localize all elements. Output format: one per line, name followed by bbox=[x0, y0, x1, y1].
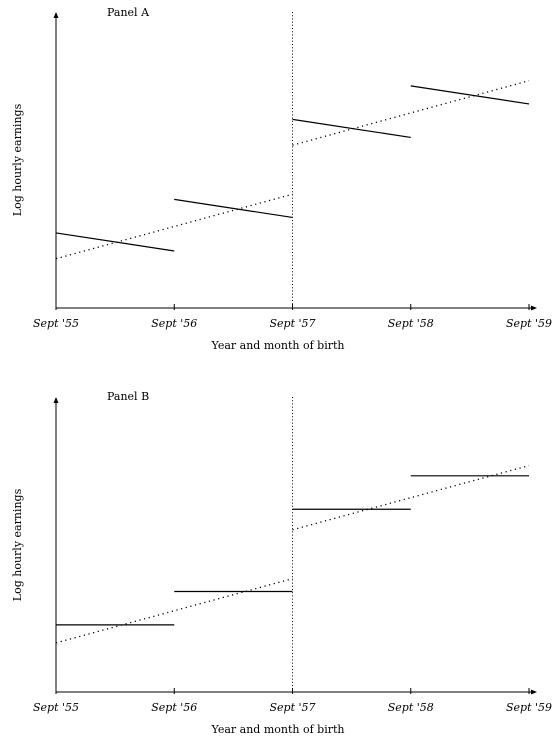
x-tick-label: Sept '59 bbox=[506, 317, 552, 330]
x-tick-label: Sept '55 bbox=[33, 317, 79, 330]
panel-title: Panel A bbox=[107, 6, 150, 19]
x-axis-arrow-icon bbox=[531, 305, 537, 311]
x-tick-label: Sept '57 bbox=[269, 701, 315, 714]
x-tick-label: Sept '58 bbox=[388, 701, 434, 714]
x-tick-label: Sept '57 bbox=[269, 317, 315, 330]
x-tick-label: Sept '56 bbox=[151, 701, 197, 714]
y-axis-title: Log hourly earnings bbox=[11, 488, 24, 601]
panel-title: Panel B bbox=[107, 390, 149, 403]
y-axis-title: Log hourly earnings bbox=[11, 103, 24, 216]
x-tick-label: Sept '55 bbox=[33, 701, 79, 714]
y-axis-arrow-icon bbox=[53, 397, 59, 403]
earnings-segment bbox=[410, 85, 530, 105]
earnings-segment bbox=[55, 232, 175, 252]
panel-a: Panel A Log hourly earnings Year and mon… bbox=[11, 6, 552, 352]
x-axis-title: Year and month of birth bbox=[211, 723, 345, 736]
x-tick-label: Sept '59 bbox=[506, 701, 552, 714]
panel-b: Panel B Log hourly earnings Year and mon… bbox=[11, 390, 552, 736]
trend-line bbox=[55, 193, 293, 260]
trend-line bbox=[55, 578, 293, 644]
earnings-segment bbox=[292, 118, 411, 139]
trend-line bbox=[292, 80, 530, 146]
x-tick-label: Sept '56 bbox=[151, 317, 197, 330]
x-tick-label: Sept '58 bbox=[388, 317, 434, 330]
x-axis-title: Year and month of birth bbox=[211, 339, 345, 352]
x-axis-arrow-icon bbox=[531, 689, 537, 695]
trend-line bbox=[292, 464, 530, 531]
y-axis-arrow-icon bbox=[53, 12, 59, 18]
earnings-segment bbox=[174, 198, 293, 219]
